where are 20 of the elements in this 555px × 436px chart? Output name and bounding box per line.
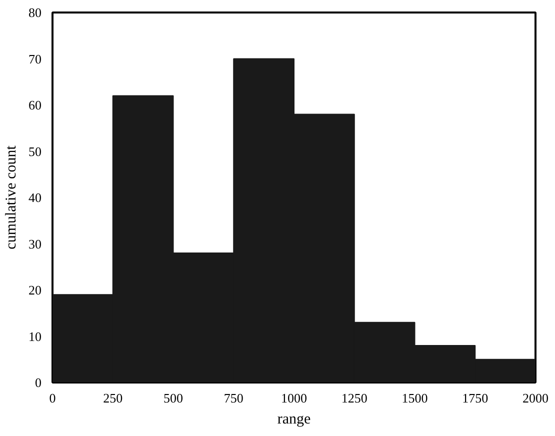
y-tick-label: 60 — [28, 98, 42, 112]
y-tick-label: 40 — [28, 190, 42, 205]
y-tick-label: 20 — [28, 282, 42, 298]
y-tick-label: 80 — [28, 5, 42, 20]
x-tick-label: 1250 — [341, 390, 368, 406]
x-tick-label: 0 — [49, 390, 56, 406]
x-tick-label: 750 — [224, 390, 244, 406]
y-axis-title: cumulative count — [4, 144, 20, 250]
y-tick-label: 10 — [28, 328, 42, 344]
y-tick-label: 70 — [28, 51, 42, 66]
x-tick-label: 1750 — [462, 390, 488, 406]
x-tick-label: 500 — [164, 390, 183, 406]
x-tick-label: 2000 — [522, 390, 548, 406]
y-tick-label: 0 — [35, 375, 42, 390]
x-tick-label: 1500 — [402, 390, 428, 406]
x-tick-label: 1000 — [281, 390, 307, 406]
x-axis-title: range — [277, 412, 311, 428]
y-tick-label: 50 — [28, 144, 42, 159]
y-tick-label: 30 — [28, 236, 42, 252]
x-tick-label: 250 — [103, 390, 123, 406]
